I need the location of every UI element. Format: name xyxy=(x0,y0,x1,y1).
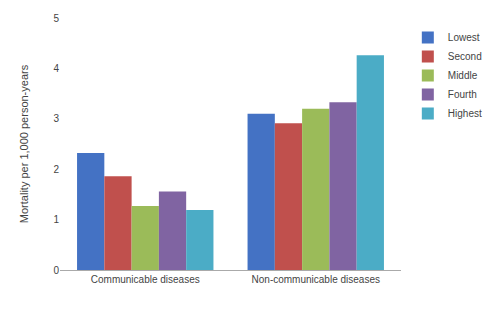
svg-text:4: 4 xyxy=(53,63,59,74)
svg-text:Mortality per 1,000 person-yea: Mortality per 1,000 person-years xyxy=(18,64,30,223)
svg-text:0: 0 xyxy=(53,265,59,276)
svg-text:Highest: Highest xyxy=(448,108,482,119)
svg-text:1: 1 xyxy=(53,214,59,225)
svg-text:Communicable diseases: Communicable diseases xyxy=(91,274,200,285)
svg-text:Lowest: Lowest xyxy=(448,32,480,43)
svg-text:Fourth: Fourth xyxy=(448,89,477,100)
svg-text:3: 3 xyxy=(53,113,59,124)
svg-text:2: 2 xyxy=(53,164,59,175)
svg-text:5: 5 xyxy=(53,13,59,24)
svg-text:Middle: Middle xyxy=(448,70,478,81)
svg-text:Second: Second xyxy=(448,51,482,62)
svg-text:Non-communicable diseases: Non-communicable diseases xyxy=(252,274,380,285)
